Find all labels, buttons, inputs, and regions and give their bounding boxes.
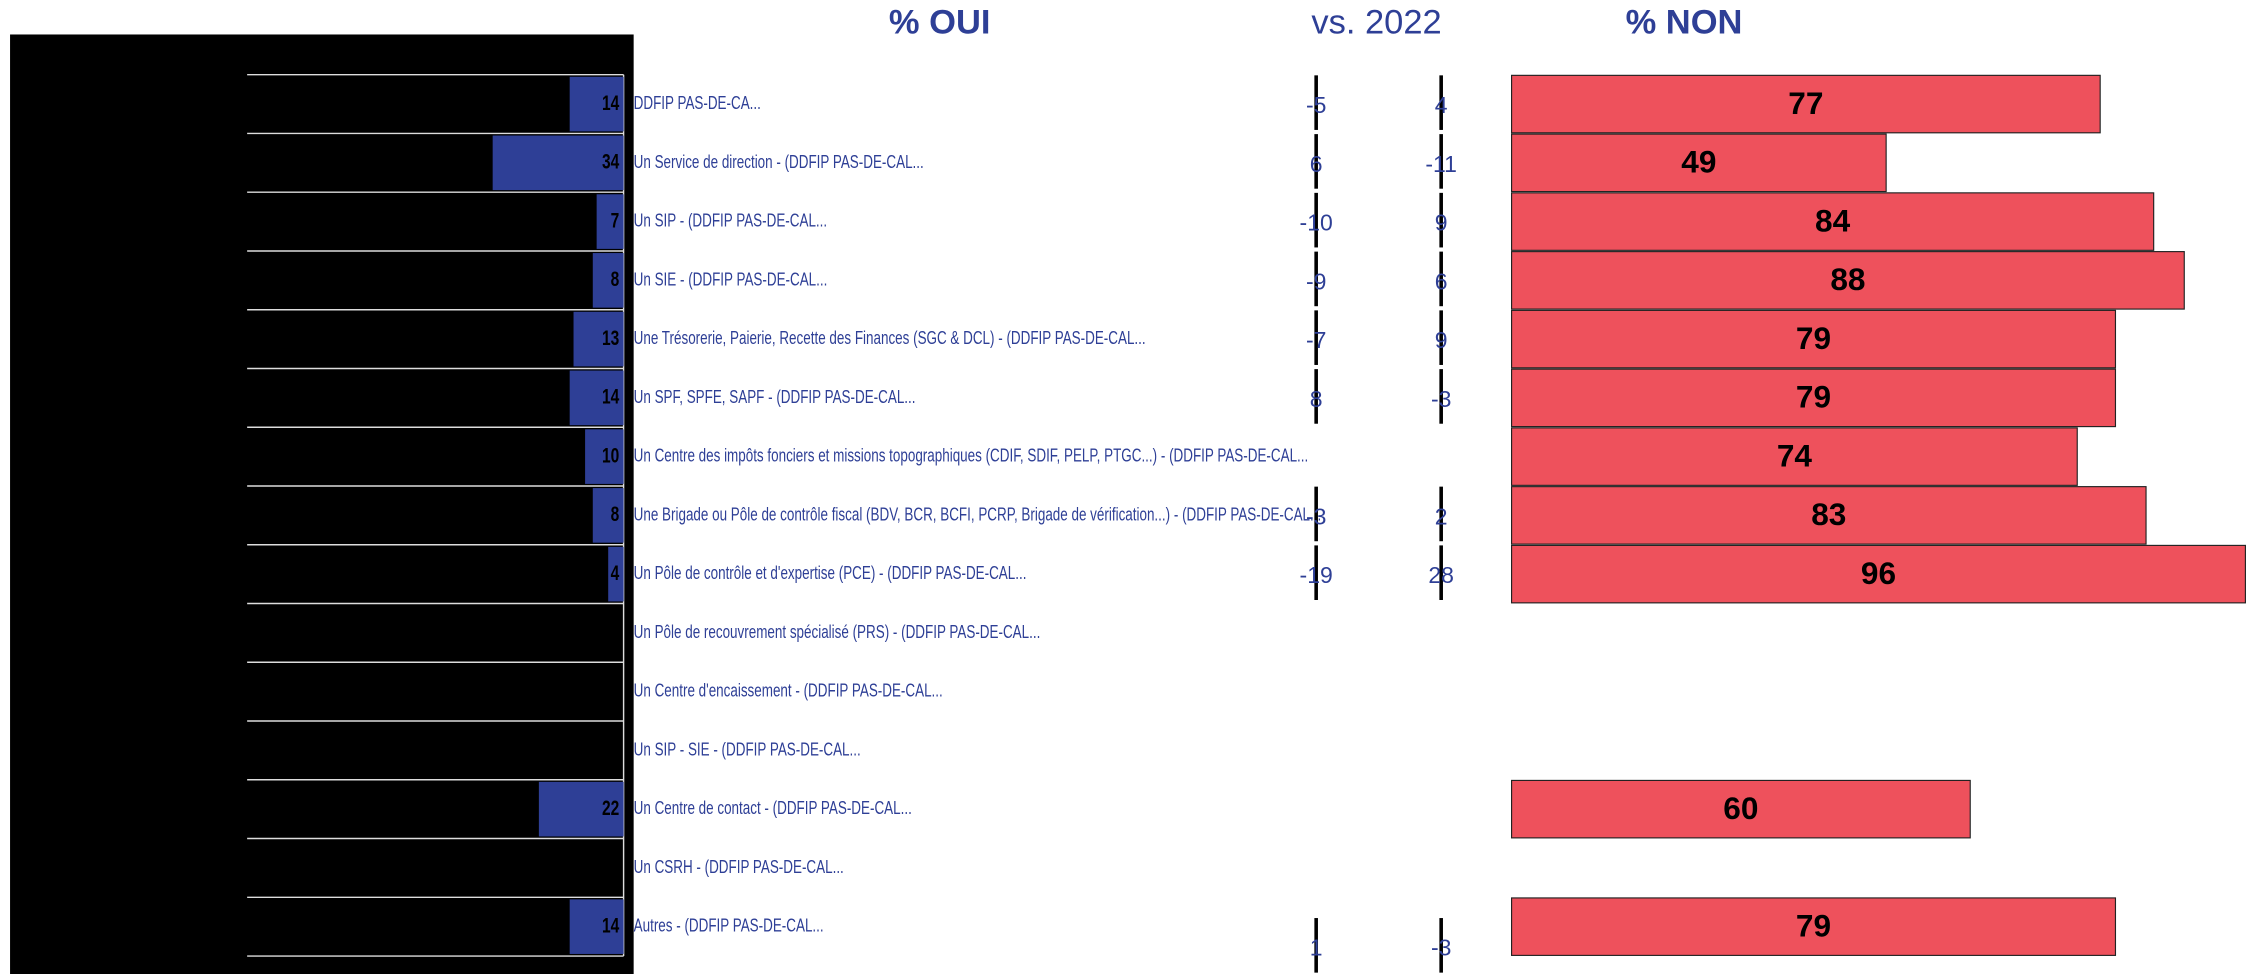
non-value-label: 96 — [1861, 555, 1896, 591]
non-value-label: 49 — [1681, 144, 1716, 180]
category-label: Un SIP - SIE - (DDFIP PAS-DE-CAL... — [634, 739, 861, 760]
header-comparison: vs. 2022 — [1311, 4, 1441, 42]
oui-value-label: 14 — [602, 384, 620, 408]
non-bar — [1511, 544, 2246, 604]
oui-value-label: 4 — [611, 560, 620, 584]
non-bar — [1511, 74, 2101, 134]
comparison-value: 6 — [1435, 268, 1448, 294]
panel-background — [10, 34, 634, 974]
oui-bar — [569, 76, 624, 132]
oui-bar — [608, 546, 624, 602]
category-label: Un SPF, SPFE, SAPF - (DDFIP PAS-DE-CAL..… — [634, 387, 916, 408]
oui-bar — [585, 429, 624, 484]
category-label: Un SIP - (DDFIP PAS-DE-CAL... — [634, 210, 827, 231]
comparison-value: -19 — [1300, 562, 1333, 588]
non-value-label: 60 — [1723, 790, 1758, 826]
comparison-value: 4 — [1435, 92, 1448, 118]
comparison-value: -3 — [1431, 935, 1451, 961]
comparison-value: 28 — [1428, 562, 1454, 588]
category-label: Un Service de direction - (DDFIP PAS-DE-… — [634, 152, 924, 173]
oui-bar — [592, 253, 624, 308]
comparison-value: 2 — [1435, 503, 1448, 529]
non-bar — [1511, 897, 2117, 956]
oui-bar — [569, 899, 624, 954]
comparison-value: 8 — [1310, 386, 1323, 412]
category-label: Un Centre des impôts fonciers et mission… — [634, 445, 1309, 466]
category-label: Un CSRH - (DDFIP PAS-DE-CAL... — [634, 857, 844, 878]
comparison-value: -3 — [1306, 503, 1326, 529]
oui-value-label: 22 — [602, 795, 619, 819]
category-label: Autres - (DDFIP PAS-DE-CAL... — [634, 916, 824, 937]
oui-value-label: 13 — [602, 325, 619, 349]
non-value-label: 84 — [1815, 202, 1851, 238]
category-label: Un Pôle de recouvrement spécialisé (PRS)… — [634, 622, 1041, 643]
non-bar — [1511, 368, 2117, 428]
header-non: % NON — [1626, 4, 1743, 42]
comparison-value: -9 — [1306, 268, 1326, 294]
comparison-value: 1 — [1310, 935, 1323, 961]
oui-bar — [596, 194, 624, 249]
non-value-label: 88 — [1830, 261, 1865, 297]
category-label: Un Centre de contact - (DDFIP PAS-DE-CAL… — [634, 798, 912, 819]
non-bar — [1511, 486, 2147, 545]
non-bar — [1511, 133, 1887, 193]
non-bar — [1511, 309, 2117, 369]
non-value-label: 77 — [1788, 85, 1823, 121]
comparison-value: -5 — [1306, 92, 1326, 118]
oui-value-label: 8 — [611, 502, 620, 526]
oui-value-label: 8 — [611, 267, 620, 291]
category-label: Un SIE - (DDFIP PAS-DE-CAL... — [634, 269, 828, 290]
non-value-label: 79 — [1796, 379, 1831, 415]
oui-value-label: 14 — [602, 913, 620, 937]
non-bar — [1511, 427, 2078, 486]
oui-bar — [538, 781, 624, 837]
category-label: DDFIP PAS-DE-CA... — [634, 93, 761, 114]
category-label: Une Trésorerie, Paierie, Recette des Fin… — [634, 328, 1146, 349]
category-label: Une Brigade ou Pôle de contrôle fiscal (… — [634, 504, 1322, 525]
comparison-value: 9 — [1435, 327, 1448, 353]
category-label: Un Centre d'encaissement - (DDFIP PAS-DE… — [634, 681, 943, 702]
comparison-value: -3 — [1431, 386, 1451, 412]
comparison-value: -7 — [1306, 327, 1326, 353]
non-bar — [1511, 192, 2155, 251]
oui-bar — [573, 311, 624, 367]
oui-bar — [569, 370, 624, 426]
oui-value-label: 14 — [602, 90, 620, 114]
non-value-label: 74 — [1777, 437, 1813, 473]
oui-value-label: 7 — [611, 208, 620, 232]
comparison-value: 6 — [1310, 151, 1323, 177]
category-label: Un Pôle de contrôle et d'expertise (PCE)… — [634, 563, 1027, 584]
non-bar — [1511, 779, 1971, 839]
oui-value-label: 34 — [602, 149, 620, 173]
oui-bar — [492, 135, 624, 191]
non-value-label: 83 — [1811, 496, 1846, 532]
oui-bar — [592, 488, 624, 543]
comparison-value: -10 — [1300, 210, 1333, 236]
comparison-value: -11 — [1425, 151, 1457, 177]
oui-value-label: 10 — [602, 443, 619, 467]
comparison-value: 9 — [1435, 210, 1448, 236]
non-value-label: 79 — [1796, 907, 1831, 943]
non-value-label: 79 — [1796, 320, 1831, 356]
non-bar — [1511, 251, 2185, 310]
header-oui: % OUI — [889, 4, 991, 42]
